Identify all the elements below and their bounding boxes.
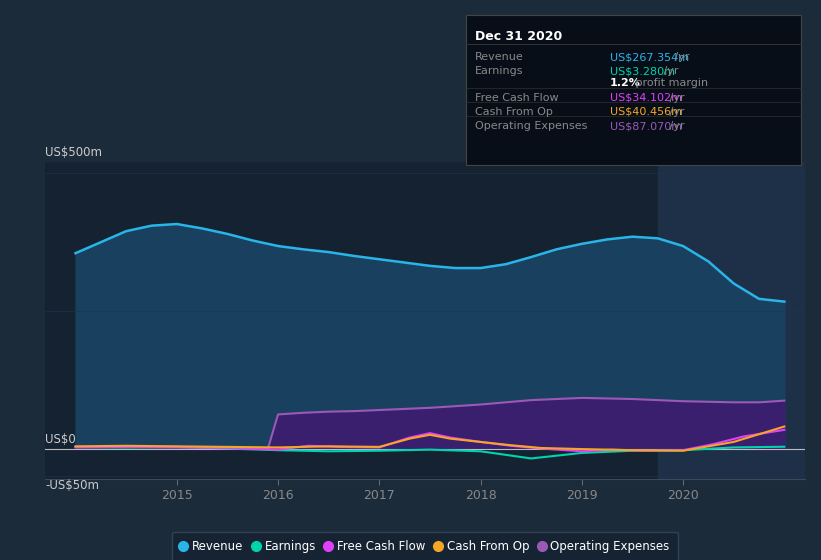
Text: US$87.070m: US$87.070m xyxy=(610,121,682,131)
Text: /yr: /yr xyxy=(666,107,685,117)
Text: US$3.280m: US$3.280m xyxy=(610,66,675,76)
Text: US$0: US$0 xyxy=(45,433,76,446)
Text: /yr: /yr xyxy=(666,121,685,131)
Text: -US$50m: -US$50m xyxy=(45,479,99,492)
Text: US$500m: US$500m xyxy=(45,146,102,160)
Text: Dec 31 2020: Dec 31 2020 xyxy=(475,30,562,43)
Text: profit margin: profit margin xyxy=(632,78,709,88)
Text: /yr: /yr xyxy=(672,52,690,62)
Text: US$40.456m: US$40.456m xyxy=(610,107,682,117)
Text: /yr: /yr xyxy=(666,93,685,103)
Bar xyxy=(658,162,805,479)
Text: /yr: /yr xyxy=(660,66,679,76)
Text: Free Cash Flow: Free Cash Flow xyxy=(475,93,558,103)
Text: Earnings: Earnings xyxy=(475,66,523,76)
Text: Revenue: Revenue xyxy=(475,52,523,62)
Text: Operating Expenses: Operating Expenses xyxy=(475,121,587,131)
Text: 1.2%: 1.2% xyxy=(610,78,641,88)
Text: Cash From Op: Cash From Op xyxy=(475,107,553,117)
Text: US$267.354m: US$267.354m xyxy=(610,52,689,62)
Text: US$34.102m: US$34.102m xyxy=(610,93,682,103)
Legend: Revenue, Earnings, Free Cash Flow, Cash From Op, Operating Expenses: Revenue, Earnings, Free Cash Flow, Cash … xyxy=(172,532,678,560)
